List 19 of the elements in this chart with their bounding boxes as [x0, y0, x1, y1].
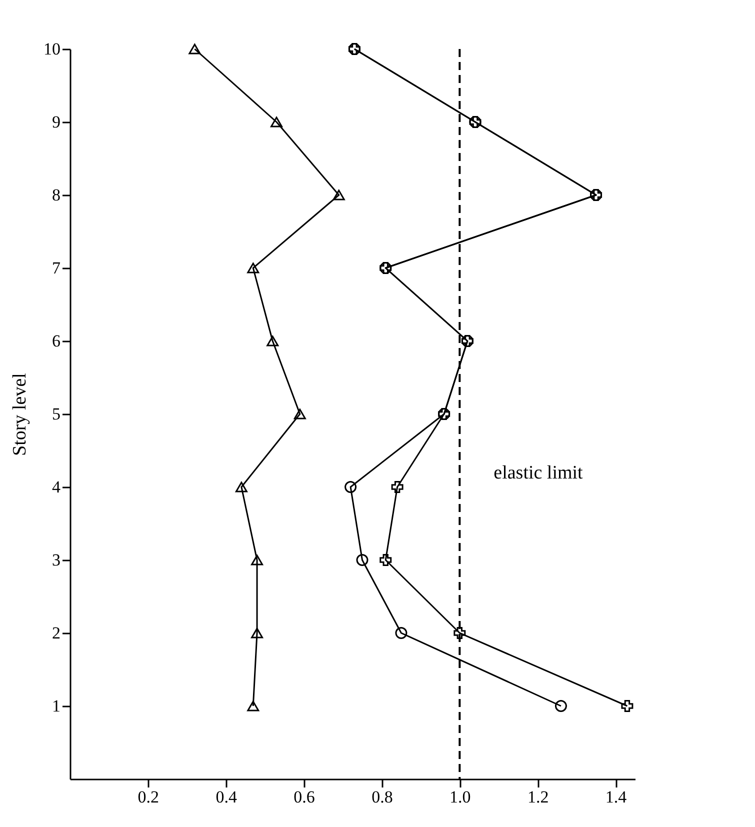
y-tick-label: 6 [52, 332, 60, 350]
y-tick-label: 3 [52, 550, 60, 570]
y-tick-label: 9 [52, 112, 60, 132]
x-tick-label: 0.4 [216, 788, 238, 806]
y-tick-label: 5 [52, 404, 60, 424]
x-tick-label: 0.2 [138, 788, 160, 806]
y-tick-label: 4 [52, 478, 61, 496]
y-tick-label: 8 [52, 186, 60, 204]
y-tick-label: 10 [44, 40, 60, 58]
y-tick-label: 2 [52, 624, 60, 642]
x-tick-label: 1.4 [605, 788, 628, 806]
x-tick-label: 1.0 [450, 788, 471, 806]
x-tick-label: 0.8 [372, 788, 393, 806]
y-tick-label: 1 [52, 696, 60, 716]
y-tick-label: 7 [52, 258, 61, 278]
x-tick-label: 1.2 [527, 788, 549, 806]
x-tick-label: 0.6 [294, 788, 315, 806]
y-axis-title: Story level [10, 373, 30, 456]
ref-line-label: elastic limit [494, 462, 584, 484]
